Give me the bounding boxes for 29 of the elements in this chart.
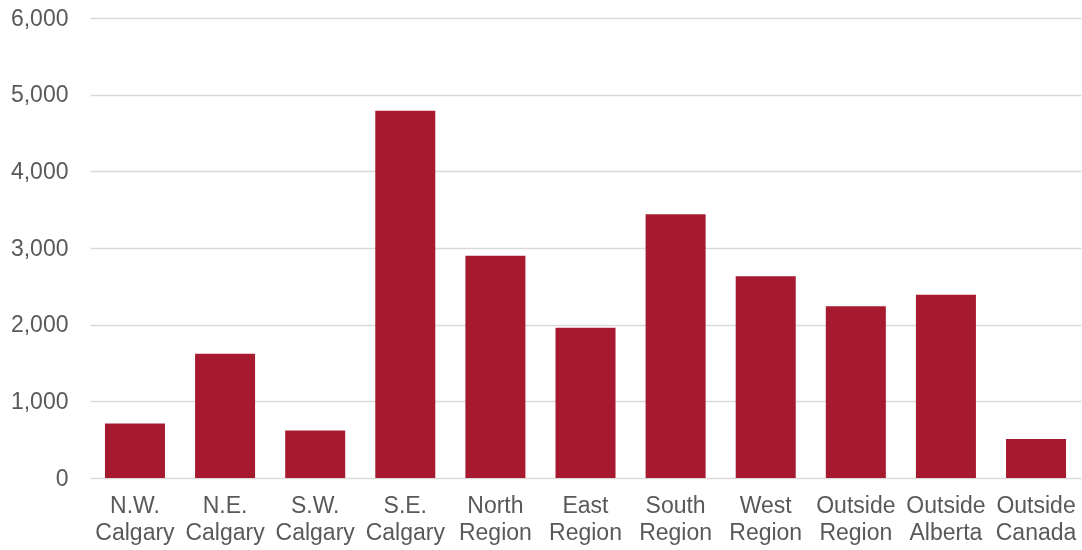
bar [465,255,526,478]
bar [285,430,346,478]
y-tick-label: 1,000 [10,387,69,414]
x-tick-label: North Region [458,491,532,545]
x-tick-label: N.W. Calgary [95,491,176,545]
y-tick-label: 4,000 [10,157,69,184]
x-tick-label: S.W. Calgary [275,491,356,545]
x-tick-label: East Region [549,491,622,545]
bar [1006,438,1067,478]
x-tick-label: Outside Region [816,491,896,545]
bar [735,276,796,478]
y-tick-label: 5,000 [10,81,69,108]
y-tick-label: 0 [55,464,69,491]
bar [555,327,616,478]
bar [915,294,976,478]
bar [195,353,256,478]
x-tick-label: West Region [729,491,803,545]
y-tick-label: 3,000 [10,234,69,261]
x-tick-label: South Region [639,491,713,545]
bar [104,423,165,478]
x-tick-label: Outside Alberta [906,491,986,545]
y-tick-label: 6,000 [10,4,69,31]
bar [375,110,436,478]
x-tick-label: N.E. Calgary [185,491,266,545]
bar [645,214,706,478]
x-tick-label: Outside Canada [995,491,1077,545]
x-tick-label: S.E. Calgary [365,491,446,545]
y-tick-label: 2,000 [10,311,69,338]
bar [825,306,886,478]
